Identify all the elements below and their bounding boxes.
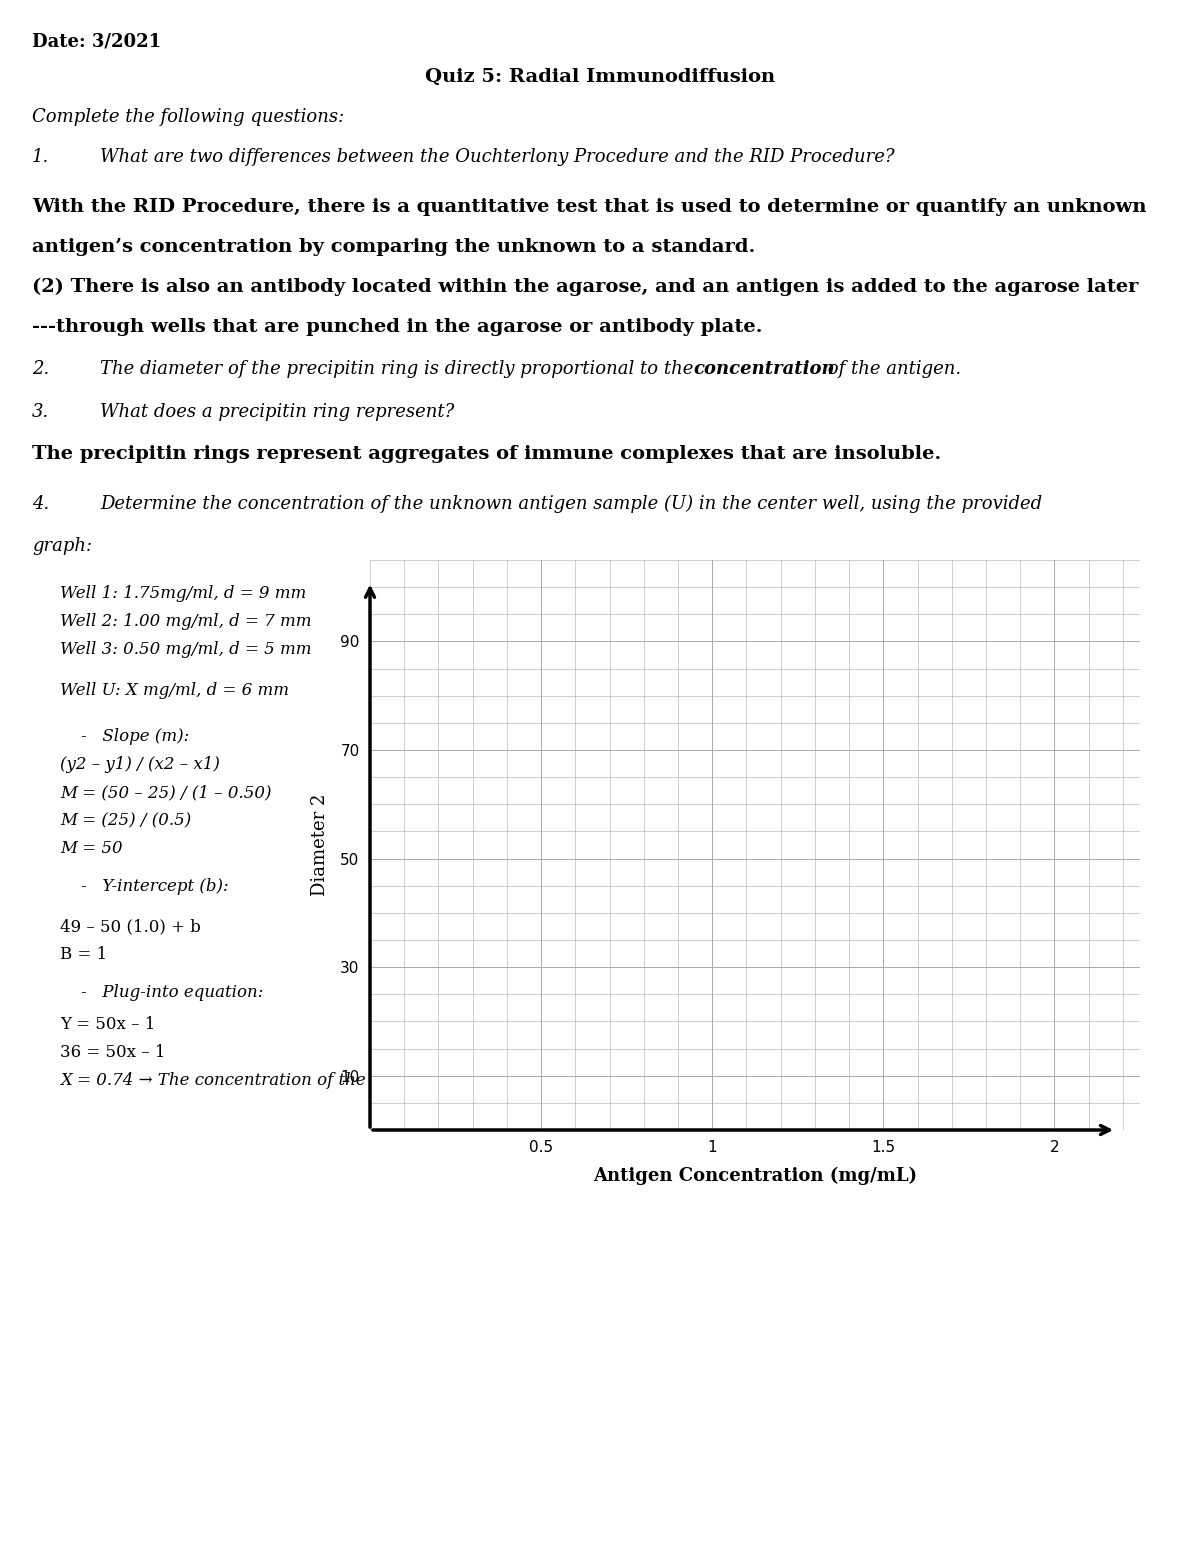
Text: Well 2: 1.00 mg/ml, d = 7 mm: Well 2: 1.00 mg/ml, d = 7 mm [60, 613, 312, 631]
Text: Quiz 5: Radial Immunodiffusion: Quiz 5: Radial Immunodiffusion [425, 68, 775, 85]
Text: Complete the following questions:: Complete the following questions: [32, 109, 344, 126]
Text: M = (25) / (0.5): M = (25) / (0.5) [60, 812, 191, 829]
Text: B = 1: B = 1 [60, 946, 107, 963]
Text: Well 3: 0.50 mg/ml, d = 5 mm: Well 3: 0.50 mg/ml, d = 5 mm [60, 641, 312, 658]
Text: What does a precipitin ring represent?: What does a precipitin ring represent? [100, 402, 455, 421]
Text: concentration: concentration [694, 360, 835, 377]
Text: graph:: graph: [32, 537, 92, 554]
Text: What are two differences between the Ouchterlony Procedure and the RID Procedure: What are two differences between the Ouc… [100, 148, 894, 166]
Text: (2) There is also an antibody located within the agarose, and an antigen is adde: (2) There is also an antibody located wi… [32, 278, 1139, 297]
Text: X = 0.74 → The concentration of the unknown antigen sample (U) is 0.74 mg/mL.: X = 0.74 → The concentration of the unkn… [60, 1072, 745, 1089]
Text: Well U: X mg/ml, d = 6 mm: Well U: X mg/ml, d = 6 mm [60, 682, 289, 699]
Text: With the RID Procedure, there is a quantitative test that is used to determine o: With the RID Procedure, there is a quant… [32, 197, 1146, 216]
Text: Determine the concentration of the unknown antigen sample (U) in the center well: Determine the concentration of the unkno… [100, 495, 1042, 512]
Text: 2.: 2. [32, 360, 49, 377]
Text: 4.: 4. [32, 495, 49, 512]
Text: 49 – 50 (1.0) + b: 49 – 50 (1.0) + b [60, 918, 200, 935]
Text: 36 = 50x – 1: 36 = 50x – 1 [60, 1044, 166, 1061]
Text: Date: 3/2021: Date: 3/2021 [32, 33, 161, 50]
Text: Y = 50x – 1: Y = 50x – 1 [60, 1016, 155, 1033]
Text: The diameter of the precipitin ring is directly proportional to the: The diameter of the precipitin ring is d… [100, 360, 700, 377]
X-axis label: Antigen Concentration (mg/mL): Antigen Concentration (mg/mL) [593, 1166, 917, 1185]
Text: M = (50 – 25) / (1 – 0.50): M = (50 – 25) / (1 – 0.50) [60, 784, 271, 801]
Text: of the antigen.: of the antigen. [822, 360, 961, 377]
Text: -   Slope (m):: - Slope (m): [60, 728, 190, 745]
Text: ---through wells that are punched in the agarose or antibody plate.: ---through wells that are punched in the… [32, 318, 762, 335]
Text: Well 1: 1.75mg/ml, d = 9 mm: Well 1: 1.75mg/ml, d = 9 mm [60, 585, 306, 603]
Text: -   Plug-into equation:: - Plug-into equation: [60, 985, 263, 1002]
Text: 3.: 3. [32, 402, 49, 421]
Text: antigen’s concentration by comparing the unknown to a standard.: antigen’s concentration by comparing the… [32, 238, 755, 256]
Text: -   Y-intercept (b):: - Y-intercept (b): [60, 877, 229, 895]
Text: M = 50: M = 50 [60, 840, 122, 857]
Text: 1.: 1. [32, 148, 49, 166]
Text: The precipitin rings represent aggregates of immune complexes that are insoluble: The precipitin rings represent aggregate… [32, 446, 941, 463]
Y-axis label: Diameter 2: Diameter 2 [311, 794, 329, 896]
Text: (y2 – y1) / (x2 – x1): (y2 – y1) / (x2 – x1) [60, 756, 220, 773]
